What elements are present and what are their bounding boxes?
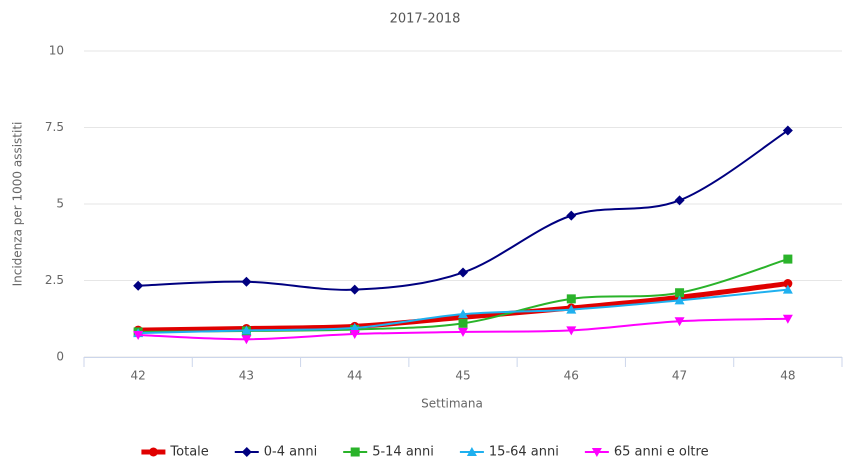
y-tick-label: 2.5 [45, 273, 64, 287]
marker [782, 314, 793, 324]
marker [566, 326, 577, 336]
marker [466, 447, 477, 456]
marker [674, 317, 685, 327]
marker [783, 254, 793, 264]
marker [241, 335, 252, 345]
marker [566, 304, 577, 314]
marker [566, 210, 577, 221]
x-tick-label: 47 [672, 369, 687, 383]
marker [241, 325, 252, 335]
marker [133, 280, 144, 291]
series-line [138, 129, 789, 291]
x-tick-label: 43 [239, 369, 254, 383]
x-tick-label: 48 [780, 369, 795, 383]
marker [350, 447, 360, 457]
marker [148, 447, 158, 457]
marker [241, 276, 252, 287]
y-tick-label: 7.5 [45, 120, 64, 134]
marker [241, 447, 252, 457]
y-tick-label: 0 [56, 350, 64, 364]
y-axis-label: Incidenza per 1000 assistiti [11, 122, 25, 287]
marker [674, 195, 685, 206]
marker [133, 330, 144, 340]
x-tick-label: 44 [347, 369, 362, 383]
legend-label: 65 anni e oltre [614, 445, 709, 460]
marker [675, 288, 685, 298]
marker [349, 322, 360, 332]
chart-title: 2017-2018 [390, 12, 461, 27]
x-tick-label: 46 [564, 369, 579, 383]
marker [782, 284, 793, 294]
legend-label: Totale [169, 445, 208, 460]
legend-label: 0-4 anni [264, 445, 317, 460]
marker [566, 294, 576, 304]
marker [458, 318, 468, 328]
x-tick-label: 45 [455, 369, 470, 383]
marker [349, 330, 360, 340]
marker [458, 267, 468, 278]
marker [674, 295, 685, 305]
x-axis-label: Settimana [421, 397, 483, 411]
y-tick-label: 10 [49, 44, 64, 58]
marker [783, 279, 793, 289]
marker [782, 125, 793, 136]
marker [458, 309, 468, 319]
legend-label: 15-64 anni [489, 445, 559, 460]
marker [458, 327, 468, 337]
x-tick-label: 42 [131, 369, 146, 383]
legend-label: 5-14 anni [372, 445, 434, 460]
legend: Totale 0-4 anni 5-14 anni 15-64 anni 65 anni… [141, 445, 709, 460]
marker [349, 284, 360, 295]
marker [591, 448, 602, 457]
y-tick-label: 5 [56, 197, 64, 211]
